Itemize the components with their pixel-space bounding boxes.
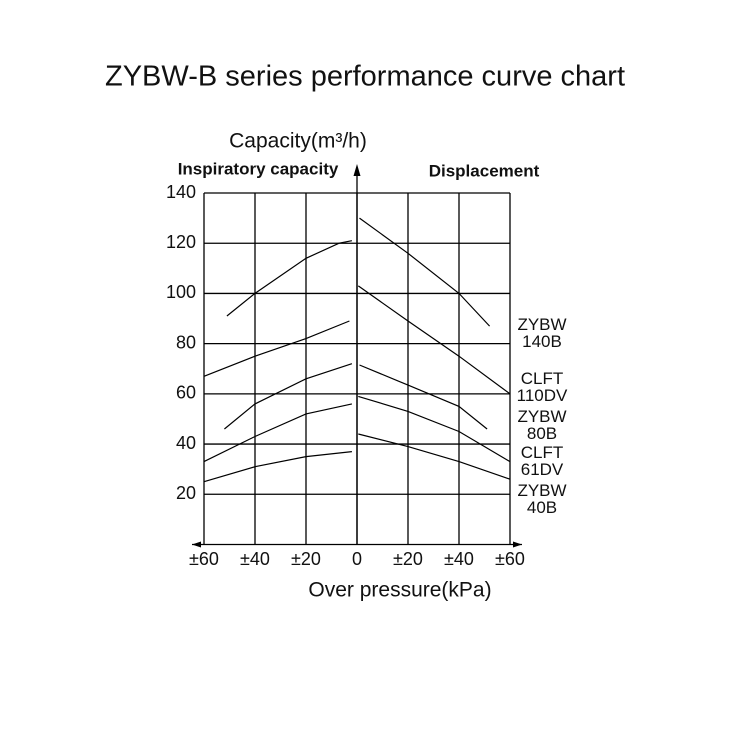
right-label: Displacement <box>429 161 540 180</box>
y-tick-label: 20 <box>176 483 196 503</box>
legend-label: ZYBW 80B <box>517 407 567 443</box>
left-label: Inspiratory capacity <box>178 159 339 178</box>
x-axis-label: Over pressure(kPa) <box>308 579 491 602</box>
x-tick-label: ±40 <box>240 549 270 569</box>
x-tick-label: ±60 <box>495 549 525 569</box>
x-tick-label: ±40 <box>444 549 474 569</box>
y-tick-label: 140 <box>166 182 196 202</box>
y-tick-label: 120 <box>166 232 196 252</box>
chart-title: ZYBW-B series performance curve chart <box>105 61 625 93</box>
y-tick-label: 40 <box>176 433 196 453</box>
series-line <box>203 285 511 395</box>
x-tick-label: 0 <box>352 549 362 569</box>
legend-label: ZYBW 140B <box>517 315 567 351</box>
x-tick-label: ±20 <box>393 549 423 569</box>
y-tick-label: 60 <box>176 383 196 403</box>
y-axis-label: Capacity(m³/h) <box>229 130 367 153</box>
series-line <box>203 433 511 483</box>
series-line <box>224 363 488 430</box>
series-line <box>226 217 491 327</box>
legend-label: ZYBW 40B <box>517 481 567 517</box>
legend-label: CLFT 61DV <box>520 443 564 479</box>
series-line <box>203 395 511 463</box>
legend-label: CLFT 110DV <box>516 369 568 405</box>
x-tick-label: ±20 <box>291 549 321 569</box>
x-tick-label: ±60 <box>189 549 219 569</box>
y-tick-label: 80 <box>176 332 196 352</box>
y-arrow <box>353 164 361 176</box>
y-tick-label: 100 <box>166 282 196 302</box>
